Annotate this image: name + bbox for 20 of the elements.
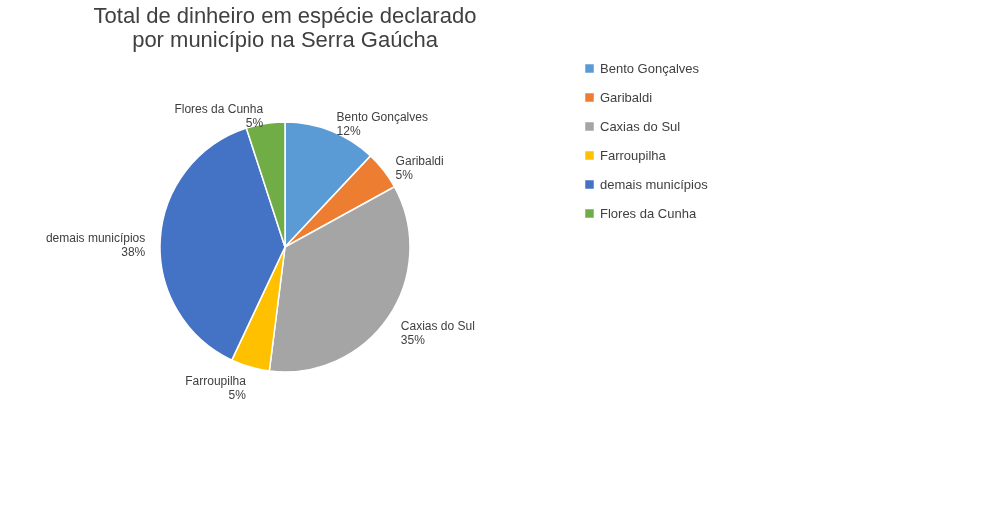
legend-label: Garibaldi [600,89,653,105]
text: Total de dinheiro em espécie declarado [93,3,477,28]
legend-label: Bento Gonçalves [600,60,700,76]
legend-label: demais municípios [600,176,709,192]
data-label: 5% [245,115,264,130]
data-label: 38% [121,245,146,260]
slice-label: Bento Gonçalves [336,109,428,124]
slice-label: Flores da Cunha [174,101,264,116]
legend-label: Flores da Cunha [600,205,697,221]
slice-label: Caxias do Sul [400,318,475,333]
data-label: 12% [336,123,361,138]
slice-label: Farroupilha [185,374,247,389]
data-label: 5% [395,168,414,183]
data-label: 5% [228,388,247,403]
text: por município na Serra Gaúcha [132,27,438,52]
slice-label: demais municípios [45,231,146,246]
legend-label: Caxias do Sul [600,118,681,134]
data-label: 35% [400,332,426,347]
slice-label: Garibaldi [395,154,444,169]
legend-label: Farroupilha [600,147,667,163]
